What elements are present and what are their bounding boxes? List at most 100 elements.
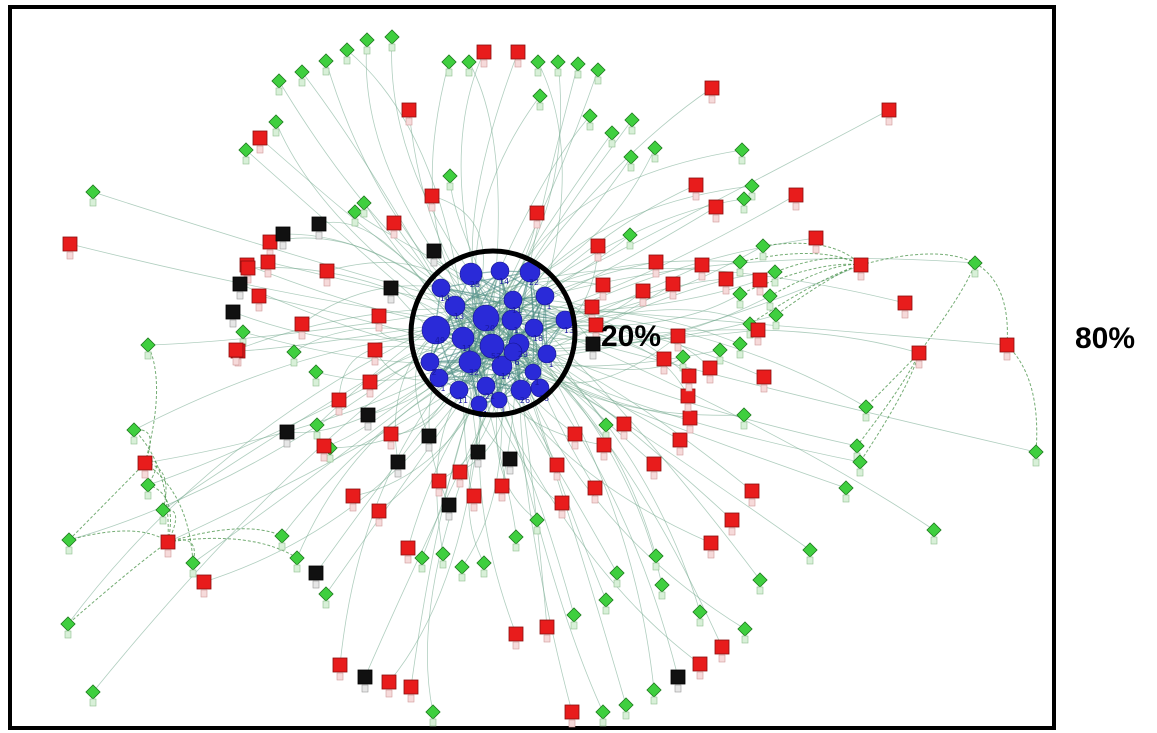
core-node [503,290,523,310]
node-tag [685,383,693,392]
node-tag [771,278,779,287]
node-tag [570,621,578,630]
node-degree-label: 14 [440,294,450,303]
node-degree-label: 26 [520,396,530,405]
peripheral-node [587,480,603,496]
node-tag [586,122,594,131]
node-tag [1003,352,1011,361]
node-tag [553,472,561,481]
node-tag [159,516,167,525]
node-degree-label: 32 [469,368,479,377]
peripheral-node [588,317,604,333]
node-degree-label: 1 [500,406,505,415]
peripheral-node [635,283,651,299]
graph-edge [497,310,701,613]
peripheral-node [724,512,740,528]
node-tag [652,269,660,278]
node-degree-label: 11 [462,344,472,353]
node-tag [405,117,413,126]
peripheral-node-dark [311,216,327,232]
peripheral-node-dark [470,444,486,460]
graph-edge [388,362,485,683]
node-tag [375,323,383,332]
periphery-share-label: 80% [1075,322,1136,355]
node-tag [696,618,704,627]
core-node [490,261,510,281]
node-tag [363,46,371,55]
graph-edge [144,344,157,464]
graph-edge [502,156,632,326]
node-tag [707,550,715,559]
leaf-node [271,73,287,89]
node-tag [315,231,323,240]
core-node [503,342,523,362]
leaf-node [802,542,818,558]
core-node [421,315,451,345]
leaf-node [461,54,477,70]
node-tag [290,358,298,367]
node-tag [474,459,482,468]
node-tag [901,310,909,319]
node-tag [465,68,473,77]
node-tag [130,436,138,445]
peripheral-node [692,656,708,672]
peripheral-node [897,295,913,311]
peripheral-node [260,254,276,270]
leaf-node [347,204,363,220]
node-tag [312,378,320,387]
peripheral-node-dark [357,669,373,685]
node-degree-label: 14 [499,277,509,286]
node-tag [66,251,74,260]
node-tag [533,220,541,229]
node-tag [298,78,306,87]
peripheral-node [853,257,869,273]
leaf-node [126,422,142,438]
node-tag [470,503,478,512]
peripheral-node [704,80,720,96]
node-tag [740,205,748,214]
peripheral-node [62,236,78,252]
peripheral-node [718,271,734,287]
node-tag [766,302,774,311]
leaf-node [838,480,854,496]
node-tag [651,154,659,163]
node-tag [706,375,714,384]
graph-edge [503,149,743,299]
graph-edge [515,271,776,368]
leaf-node [675,349,691,365]
node-degree-label: 57 [491,352,501,361]
peripheral-node [476,44,492,60]
node-degree-label: 1 [513,326,518,335]
node-tag [650,696,658,705]
node-tag [429,718,437,727]
peripheral-node [362,374,378,390]
node-tag [298,331,306,340]
node-tag [812,245,820,254]
leaf-node [339,42,355,58]
graph-edge [762,242,862,266]
node-tag [236,291,244,300]
node-tag [772,321,780,330]
core-node [537,344,557,364]
node-tag [842,494,850,503]
peripheral-node [508,626,524,642]
leaf-node [529,512,545,528]
peripheral-node-dark [383,280,399,296]
node-tag [571,441,579,450]
node-tag [534,68,542,77]
leaf-node [85,684,101,700]
leaf-node [604,125,620,141]
node-tag [736,268,744,277]
leaf-node [508,529,524,545]
node-tag [589,351,597,360]
node-tag [430,258,438,267]
node-tag [458,573,466,582]
node-degree-label: 1 [534,378,539,387]
node-tag [512,543,520,552]
leaf-node [384,29,400,45]
leaf-node [318,53,334,69]
peripheral-node-dark [421,428,437,444]
node-tag [712,214,720,223]
leaf-node [755,238,771,254]
graph-edge [504,109,890,310]
